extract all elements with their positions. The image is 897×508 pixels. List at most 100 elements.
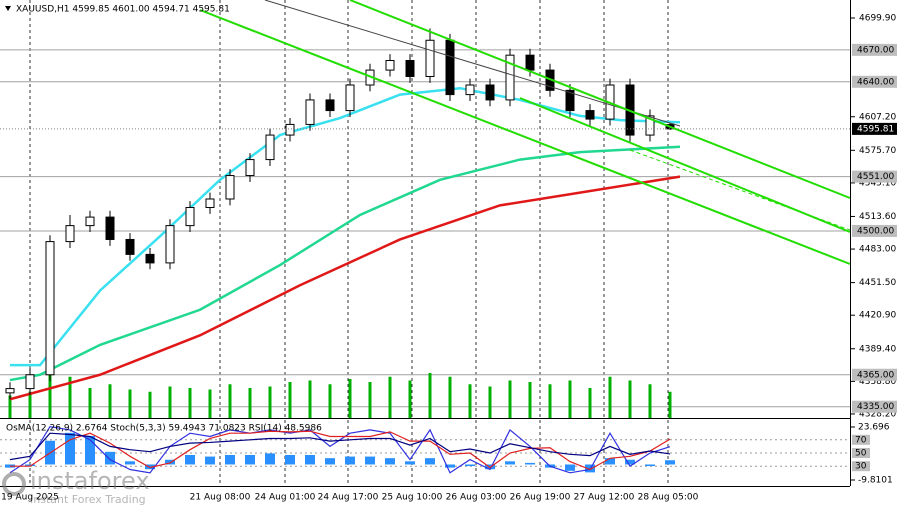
osma-bar: [385, 458, 395, 465]
price-box: [852, 122, 897, 135]
candle-body: [385, 60, 395, 71]
price-label: 4595.81: [857, 124, 894, 134]
osma-bar: [565, 464, 575, 471]
osma-bar: [325, 458, 335, 465]
level-label: 4670.00: [857, 45, 894, 55]
candle-body: [425, 39, 435, 77]
level-box: [852, 75, 897, 88]
y-tick-label: 4607.20: [859, 112, 896, 122]
osma-bar: [25, 464, 35, 467]
level-box: [852, 43, 897, 56]
x-tick-label: 19 Aug 2025: [1, 493, 59, 503]
y-tick-label: 4389.40: [859, 344, 896, 354]
level-label: 4551.00: [857, 172, 894, 182]
candle-body: [345, 84, 355, 112]
y-tick-label: 4420.90: [859, 311, 896, 321]
osma-bar: [65, 432, 75, 465]
menu-arrow: [5, 6, 11, 11]
candle-body: [225, 175, 235, 200]
y-tick-label: 4513.60: [859, 212, 896, 222]
osma-bar: [365, 456, 375, 465]
osma-bar: [645, 464, 655, 467]
osma-bar: [465, 464, 475, 467]
osma-bar: [205, 456, 215, 465]
indicator-title: OsMA(12,26,9) 2.6764 Stoch(5,3,3) 59.494…: [6, 424, 322, 434]
oscillator-line: [9, 425, 671, 474]
level-box: [852, 434, 870, 445]
channel-line: [199, 9, 851, 265]
candle-body: [45, 241, 55, 376]
candle-body: [505, 54, 515, 101]
osma-bar: [125, 461, 135, 465]
candle-body: [165, 225, 175, 264]
osma-bar: [665, 460, 675, 465]
osma-bar: [445, 464, 455, 468]
watermark-tagline: Instant Forex Trading: [30, 493, 146, 506]
candle-body: [5, 388, 15, 394]
level-box: [852, 170, 897, 183]
y2-tick-label: 23.696: [858, 423, 890, 433]
osma-bar: [85, 436, 95, 465]
x-tick-label: 24 Aug 17:00: [318, 493, 379, 503]
candle-body: [645, 115, 655, 136]
candle-body: [285, 123, 295, 136]
moving-average: [9, 175, 681, 401]
candle-body: [25, 374, 35, 390]
x-tick-label: 26 Aug 19:00: [510, 493, 571, 503]
candle-body: [325, 99, 335, 112]
y2-tick-label: -9.8101: [858, 476, 893, 486]
level-label: 4500.00: [857, 226, 894, 236]
x-tick-label: 28 Aug 05:00: [638, 493, 699, 503]
moving-average: [10, 86, 681, 367]
logo: [2, 472, 26, 496]
level-label: 4335.00: [857, 402, 894, 412]
y-tick-label: 50: [855, 449, 867, 459]
osma-bar: [285, 454, 295, 465]
candle-body: [65, 225, 75, 243]
candle-body: [145, 253, 155, 264]
candle-body: [205, 198, 215, 209]
level-label: 4365.00: [857, 370, 894, 380]
osma-bar: [305, 454, 315, 465]
candle-body: [245, 159, 255, 177]
y-tick-label: 4483.00: [859, 245, 896, 255]
level-box: [852, 448, 870, 458]
watermark-brand: instaforex: [30, 467, 150, 495]
x-tick-label: 27 Aug 12:00: [574, 493, 635, 503]
y-tick-label: 70: [855, 435, 867, 445]
y-tick-label: 4545.10: [859, 178, 896, 188]
level-box: [852, 400, 897, 413]
oscillator-line: [10, 430, 671, 471]
y-tick-label: 4328.20: [859, 409, 896, 419]
osma-bar: [165, 459, 175, 465]
level-label: 4640.00: [857, 77, 894, 87]
candle-body: [85, 216, 95, 227]
candle-body: [405, 60, 415, 77]
candle-body: [525, 54, 535, 71]
candle-body: [465, 84, 475, 96]
y-tick-label: 4358.80: [859, 377, 896, 387]
osma-bar: [605, 458, 615, 465]
candle-body: [265, 134, 275, 161]
y-tick-label: 30: [855, 462, 867, 472]
candle-body: [445, 39, 455, 96]
level-box: [852, 224, 897, 237]
x-tick-label: 26 Aug 03:00: [446, 493, 507, 503]
moving-average: [9, 145, 681, 382]
candle-body: [485, 84, 495, 101]
y-tick-label: 4451.50: [859, 278, 896, 288]
osma-bar: [505, 461, 515, 465]
y-tick-label: 4575.70: [859, 146, 896, 156]
osma-bar: [265, 453, 275, 465]
osma-bar: [425, 458, 435, 465]
osma-bar: [225, 454, 235, 465]
candle-body: [105, 216, 115, 240]
osma-bar: [345, 456, 355, 465]
oscillator-line: [9, 432, 671, 461]
candle-body: [305, 99, 315, 125]
x-tick-label: 25 Aug 10:00: [382, 493, 443, 503]
channel-line: [349, 0, 851, 199]
candle-body: [565, 89, 575, 112]
trend-line: [264, 0, 681, 127]
